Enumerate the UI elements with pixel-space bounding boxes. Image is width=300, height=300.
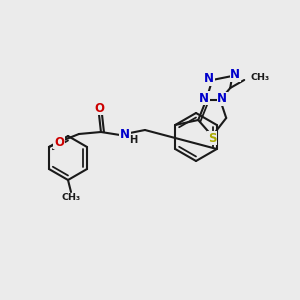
Text: O: O xyxy=(54,136,64,148)
Text: N: N xyxy=(199,92,209,104)
Text: N: N xyxy=(204,73,214,85)
Text: S: S xyxy=(208,131,217,145)
Text: N: N xyxy=(230,68,240,82)
Text: H: H xyxy=(129,135,137,145)
Text: CH₃: CH₃ xyxy=(250,73,269,82)
Text: N: N xyxy=(120,128,130,140)
Text: O: O xyxy=(94,101,104,115)
Text: N: N xyxy=(217,92,227,106)
Text: CH₃: CH₃ xyxy=(61,194,81,202)
